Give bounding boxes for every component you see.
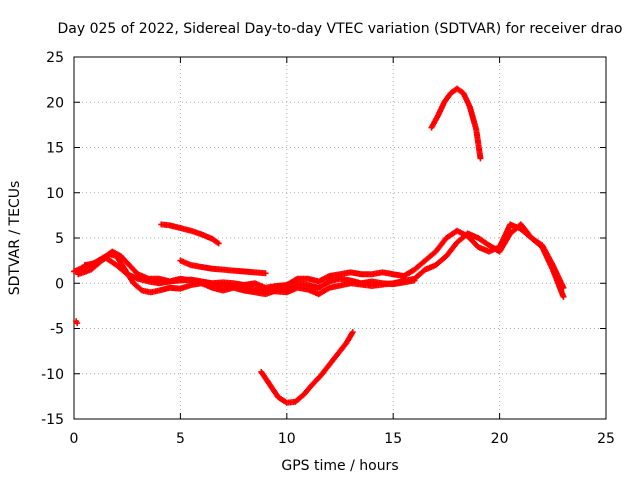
y-axis-label: SDTVAR / TECUs	[7, 181, 23, 296]
y-tick-label: -15	[41, 412, 64, 428]
series-arc-high	[428, 85, 484, 162]
x-axis-label: GPS time / hours	[281, 458, 398, 474]
series-track-c	[81, 254, 418, 298]
axis-ticks: 0 5 10 15 20 25 -15 -10 -5 0 5 10 15 20 25	[41, 50, 615, 447]
y-tick-label: 0	[55, 276, 64, 292]
data-point-marker	[560, 293, 567, 300]
x-tick-label: 15	[384, 431, 402, 447]
data-point-marker	[477, 155, 484, 162]
y-tick-label: 25	[46, 50, 64, 66]
x-tick-label: 10	[278, 431, 296, 447]
grid-lines	[74, 57, 606, 419]
x-tick-label: 5	[176, 431, 185, 447]
data-point-marker	[262, 270, 269, 277]
y-tick-label: 15	[46, 141, 64, 157]
data-point-marker	[215, 240, 222, 247]
x-tick-label: 0	[70, 431, 79, 447]
chart-title: Day 025 of 2022, Sidereal Day-to-day VTE…	[57, 21, 622, 37]
data-marks	[71, 85, 567, 406]
y-tick-label: 5	[55, 231, 64, 247]
series-arc-low	[258, 329, 356, 406]
data-point-marker	[560, 284, 567, 291]
y-tick-label: 20	[46, 95, 64, 111]
series-outlier	[73, 318, 81, 327]
data-point-marker	[349, 329, 356, 336]
x-tick-label: 25	[597, 431, 615, 447]
y-tick-label: 10	[46, 186, 64, 202]
y-tick-label: -5	[50, 322, 64, 338]
x-tick-label: 20	[491, 431, 509, 447]
data-point-marker	[411, 277, 418, 284]
series-arc-upper-left	[158, 221, 222, 247]
y-tick-label: -10	[41, 367, 64, 383]
series-arc-mid	[177, 257, 269, 277]
data-point-marker	[74, 320, 81, 327]
